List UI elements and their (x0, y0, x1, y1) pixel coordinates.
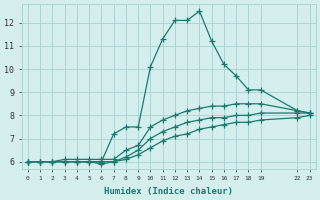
X-axis label: Humidex (Indice chaleur): Humidex (Indice chaleur) (104, 187, 233, 196)
